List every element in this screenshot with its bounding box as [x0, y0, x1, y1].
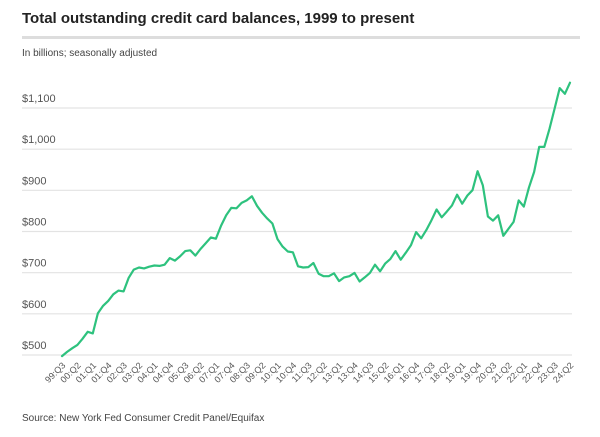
y-tick-label: $800	[22, 217, 46, 229]
y-tick-label: $900	[22, 175, 46, 187]
y-tick-label: $500	[22, 340, 46, 352]
y-tick-label: $1,100	[22, 93, 56, 105]
y-tick-label: $1,000	[22, 134, 56, 146]
y-tick-label: $700	[22, 258, 46, 270]
y-tick-label: $600	[22, 299, 46, 311]
chart-subtitle: In billions; seasonally adjusted	[22, 48, 158, 59]
series-line	[60, 81, 572, 358]
chart-title: Total outstanding credit card balances, …	[22, 10, 415, 27]
title-divider	[22, 36, 580, 39]
chart-source: Source: New York Fed Consumer Credit Pan…	[22, 413, 265, 424]
